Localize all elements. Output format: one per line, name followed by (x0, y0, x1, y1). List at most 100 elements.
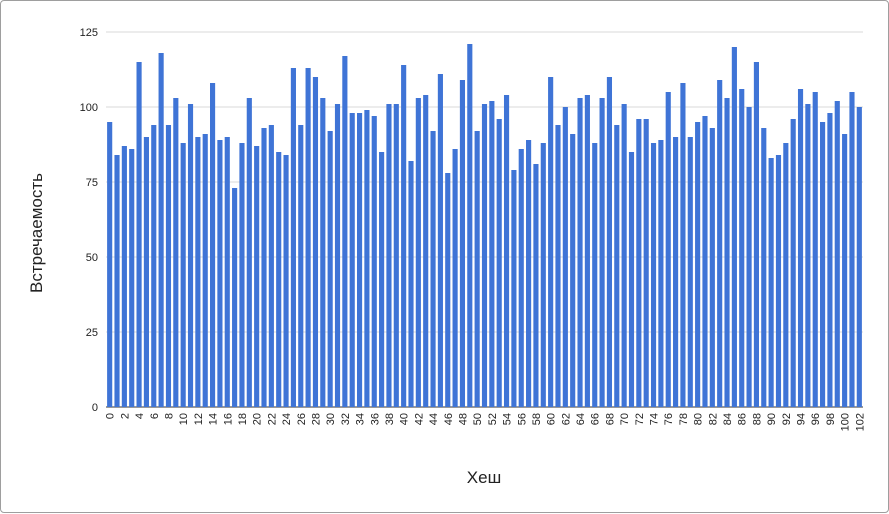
bar-95 (805, 104, 811, 407)
bar-38 (386, 104, 392, 407)
bar-2 (121, 146, 127, 407)
bar-68 (606, 77, 613, 407)
x-tick-label: 46 (443, 413, 455, 425)
bar-36 (371, 116, 377, 407)
bar-25 (290, 68, 296, 407)
bar-70 (621, 104, 627, 407)
bar-81 (702, 116, 708, 407)
bar-0 (107, 122, 113, 407)
bar-18 (239, 143, 245, 407)
bar-99 (834, 101, 840, 407)
x-tick-label: 6 (149, 413, 161, 419)
bar-82 (709, 128, 715, 407)
bar-93 (790, 119, 796, 407)
x-tick-label: 74 (649, 413, 661, 425)
bar-26 (298, 125, 304, 407)
x-tick-label: 10 (178, 413, 190, 425)
x-tick-label: 94 (796, 413, 808, 425)
x-tick-label: 82 (707, 413, 719, 425)
bar-42 (415, 98, 421, 407)
bar-69 (614, 125, 620, 407)
bar-77 (673, 137, 679, 407)
x-tick-label: 86 (737, 413, 749, 425)
bar-21 (261, 128, 267, 407)
x-tick-label: 48 (457, 413, 469, 425)
bar-6 (151, 125, 157, 407)
x-tick-label: 26 (296, 413, 308, 425)
bar-96 (812, 92, 818, 407)
x-tick-label: 28 (310, 413, 322, 425)
bar-35 (364, 110, 370, 407)
x-tick-label: 30 (325, 413, 337, 425)
bar-79 (687, 137, 693, 407)
bar-56 (518, 149, 524, 407)
bar-1 (114, 155, 120, 407)
bar-48 (459, 80, 466, 407)
bar-98 (827, 113, 833, 407)
x-tick-label: 20 (252, 413, 264, 425)
bar-5 (143, 137, 149, 407)
bar-74 (650, 143, 657, 407)
bar-17 (232, 188, 238, 407)
bar-23 (276, 152, 282, 407)
bar-31 (334, 104, 341, 407)
bar-10 (180, 143, 186, 407)
bar-86 (739, 89, 745, 407)
bar-71 (628, 152, 635, 407)
x-tick-label: 84 (722, 413, 734, 425)
x-tick-label: 100 (840, 413, 852, 431)
x-tick-label: 40 (399, 413, 411, 425)
bar-61 (555, 125, 561, 407)
bar-97 (820, 122, 826, 407)
bar-65 (584, 95, 590, 407)
bar-7 (158, 53, 164, 407)
bar-53 (496, 119, 502, 407)
bar-39 (393, 104, 399, 407)
x-tick-label: 2 (119, 413, 131, 419)
bar-83 (717, 80, 723, 407)
bar-50 (474, 131, 480, 407)
bar-15 (217, 140, 223, 407)
bar-28 (312, 77, 319, 407)
bar-27 (305, 68, 311, 407)
bar-44 (430, 131, 436, 407)
bar-40 (401, 65, 407, 407)
bar-11 (187, 104, 194, 407)
x-tick-label: 60 (546, 413, 558, 425)
bar-37 (379, 152, 385, 407)
bar-73 (643, 119, 649, 407)
x-tick-label: 80 (693, 413, 705, 425)
x-tick-label: 8 (163, 413, 175, 419)
x-tick-label: 76 (663, 413, 675, 425)
bar-47 (452, 149, 458, 407)
bar-58 (533, 164, 539, 407)
bar-14 (210, 83, 216, 407)
bar-22 (268, 125, 274, 407)
bar-46 (445, 173, 451, 407)
bar-62 (562, 107, 568, 407)
bar-84 (724, 98, 730, 407)
bar-94 (797, 89, 804, 407)
bar-100 (842, 134, 848, 407)
x-tick-label: 70 (619, 413, 631, 425)
x-tick-label: 66 (590, 413, 602, 425)
bar-29 (320, 98, 326, 407)
y-tick-label: 100 (80, 102, 98, 114)
bar-75 (658, 140, 664, 407)
bar-60 (548, 77, 554, 407)
bar-92 (783, 143, 789, 407)
bar-4 (136, 62, 142, 407)
x-tick-label: 64 (575, 413, 587, 425)
bar-101 (849, 92, 855, 407)
bar-52 (489, 101, 495, 407)
bar-24 (283, 155, 289, 407)
x-tick-label: 34 (355, 413, 367, 425)
x-tick-label: 14 (208, 413, 220, 425)
y-tick-label: 50 (86, 252, 98, 264)
bar-89 (761, 128, 767, 407)
bar-19 (246, 98, 252, 407)
bar-54 (503, 95, 510, 407)
bar-88 (753, 62, 759, 407)
bar-33 (349, 113, 355, 407)
